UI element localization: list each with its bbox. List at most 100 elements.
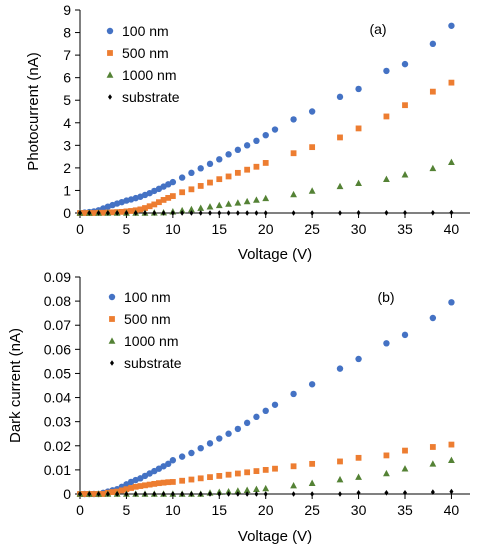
data-point	[310, 491, 315, 497]
data-point	[206, 160, 214, 168]
data-point	[118, 487, 125, 494]
data-point	[197, 444, 204, 452]
data-point	[225, 471, 232, 478]
y-axis-label: Dark current (nA)	[7, 328, 24, 443]
data-point	[216, 435, 223, 442]
data-point	[179, 477, 186, 484]
legend-marker	[106, 71, 114, 78]
y-tick-label: 0.09	[44, 269, 71, 285]
x-tick-label: 0	[76, 221, 84, 237]
data-point	[151, 201, 158, 208]
data-point	[401, 60, 409, 68]
x-tick-label: 10	[165, 221, 181, 237]
data-point	[146, 481, 153, 488]
data-point	[151, 480, 158, 487]
data-point	[448, 22, 455, 29]
data-point	[235, 491, 240, 497]
data-point	[430, 209, 435, 216]
data-point	[430, 489, 435, 495]
legend-marker	[109, 316, 115, 322]
data-point	[272, 465, 278, 472]
data-point	[105, 491, 110, 497]
data-point	[115, 210, 120, 216]
data-point	[263, 491, 268, 497]
legend-entry: substrate	[122, 89, 180, 105]
data-point	[253, 196, 260, 203]
data-point	[96, 210, 101, 216]
data-point	[383, 67, 390, 75]
legend-entry: 500 nm	[122, 45, 169, 61]
data-point	[253, 137, 260, 145]
data-point	[216, 176, 223, 183]
data-point	[401, 465, 409, 472]
legend: 100 nm 500 nm 1000 nm substrate	[108, 289, 182, 371]
data-point	[170, 491, 175, 497]
data-point	[132, 483, 139, 490]
data-point	[429, 444, 436, 450]
data-point	[243, 197, 251, 205]
legend-marker	[108, 94, 112, 100]
y-tick-label: 0.03	[44, 414, 71, 430]
data-point	[100, 209, 107, 216]
data-point	[165, 460, 172, 468]
data-point	[308, 381, 316, 388]
data-point	[179, 189, 186, 196]
data-point	[383, 452, 390, 459]
y-tick-label: 0.07	[44, 317, 71, 333]
data-point	[169, 178, 177, 186]
data-point	[384, 209, 389, 216]
data-point	[133, 210, 138, 216]
series-1000-nm	[76, 158, 455, 216]
data-point	[156, 199, 162, 206]
data-point	[160, 197, 167, 203]
data-point	[402, 447, 408, 454]
y-tick-label: 6	[63, 70, 71, 86]
data-point	[336, 93, 344, 101]
data-point	[188, 205, 195, 213]
x-tick-label: 5	[123, 221, 131, 237]
data-point	[448, 79, 455, 86]
data-point	[383, 175, 390, 182]
data-point	[208, 210, 212, 216]
y-tick-label: 0.08	[44, 293, 71, 309]
data-point	[262, 466, 269, 473]
y-tick-label: 7	[63, 47, 71, 63]
data-point	[235, 210, 240, 216]
data-point	[165, 194, 172, 201]
data-point	[225, 151, 232, 158]
data-point	[180, 210, 185, 216]
x-tick-label: 20	[258, 221, 274, 237]
y-axis-label: Photocurrent (nA)	[25, 52, 42, 170]
data-point	[188, 169, 195, 177]
data-point	[208, 491, 212, 497]
y-tick-label: 5	[63, 92, 71, 108]
data-point	[448, 441, 455, 448]
data-point	[206, 203, 214, 210]
data-point	[216, 156, 223, 163]
data-point	[234, 146, 242, 154]
data-point	[244, 166, 251, 173]
data-point	[336, 365, 344, 372]
data-point	[225, 173, 232, 180]
data-point	[207, 179, 213, 186]
data-point	[356, 209, 361, 216]
data-point	[146, 203, 153, 210]
data-point	[290, 190, 297, 198]
data-point	[290, 116, 297, 123]
data-point	[310, 210, 315, 216]
x-tick-label: 25	[304, 502, 320, 518]
data-point	[262, 484, 270, 492]
data-point	[245, 210, 250, 216]
y-tick-label: 0.02	[44, 438, 71, 454]
data-point	[234, 169, 241, 176]
data-point	[226, 491, 231, 497]
data-point	[161, 210, 166, 216]
data-point	[262, 194, 270, 202]
data-point	[356, 489, 361, 496]
data-point	[291, 210, 296, 216]
data-point	[100, 491, 107, 497]
data-point	[262, 160, 269, 166]
data-point	[118, 208, 125, 215]
data-point	[290, 150, 297, 157]
